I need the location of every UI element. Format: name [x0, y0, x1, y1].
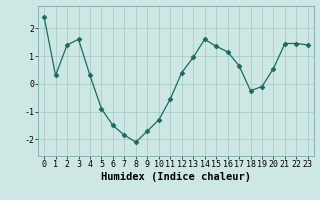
- X-axis label: Humidex (Indice chaleur): Humidex (Indice chaleur): [101, 172, 251, 182]
